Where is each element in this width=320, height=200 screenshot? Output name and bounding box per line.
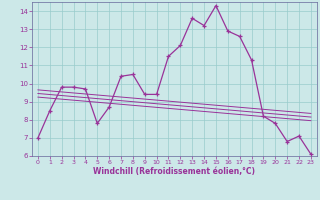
X-axis label: Windchill (Refroidissement éolien,°C): Windchill (Refroidissement éolien,°C) (93, 167, 255, 176)
